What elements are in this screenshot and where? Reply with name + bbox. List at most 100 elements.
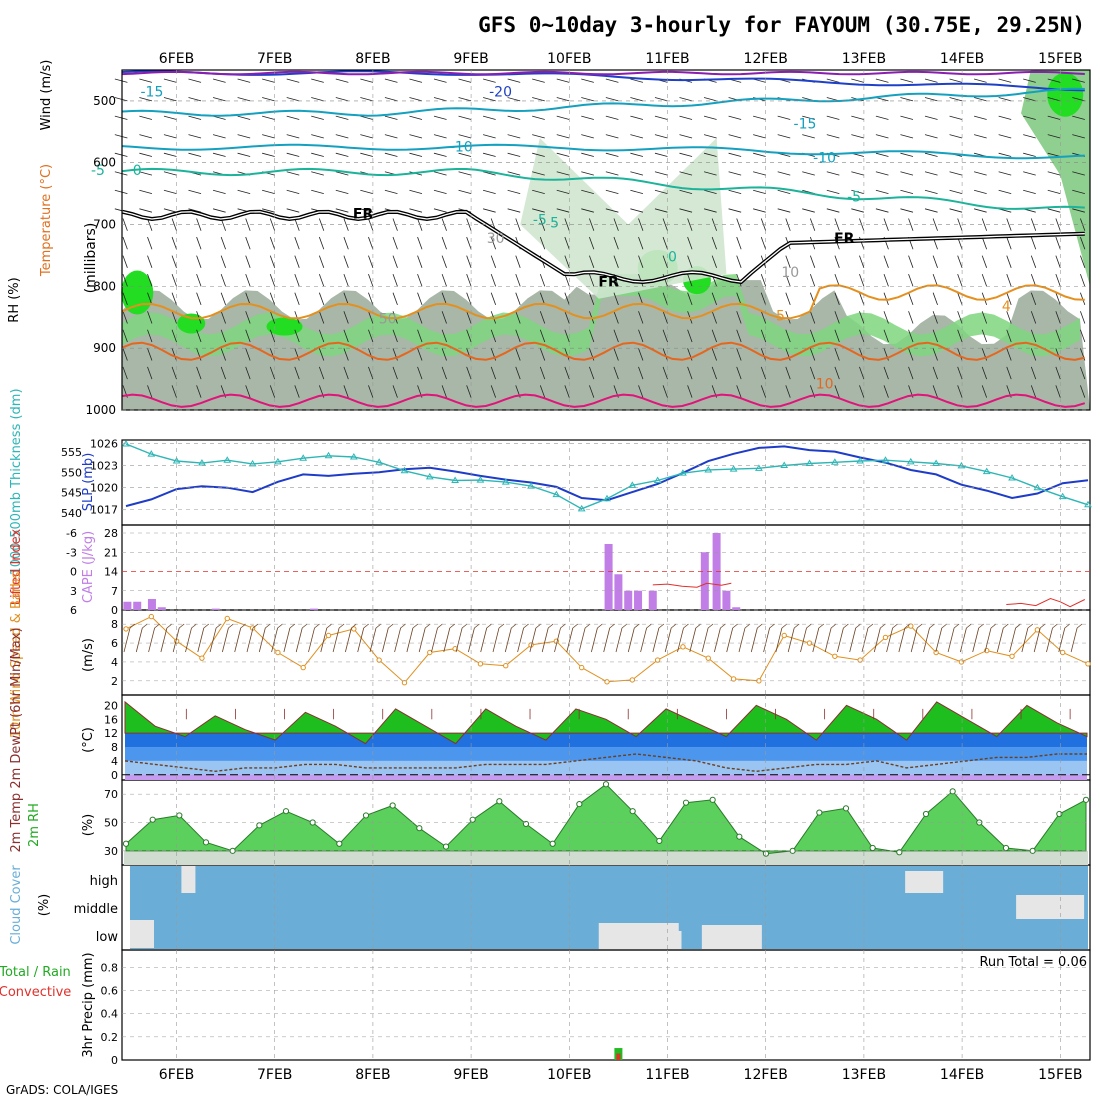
wind-barb (957, 218, 963, 231)
wind-tick: 2 (111, 675, 118, 688)
wind-barb (728, 134, 742, 139)
thickness-point (577, 504, 586, 512)
thickness-point (248, 459, 257, 467)
wind-barb (507, 171, 521, 176)
wind-barb (720, 623, 726, 629)
wind-barb (932, 218, 938, 231)
wind-barb (777, 189, 791, 195)
wind-tick: 4 (111, 656, 118, 669)
wind-barb (431, 627, 438, 653)
thickness-point (527, 482, 535, 489)
wind-barb (658, 623, 665, 629)
wind-barb (775, 627, 783, 653)
wind-barb (237, 189, 251, 195)
wind-barb (695, 623, 702, 629)
wind-barb (196, 218, 202, 231)
wind-barb (875, 152, 889, 157)
temp-tick: 4 (111, 755, 118, 768)
wind-barb (262, 78, 275, 83)
thickness-point (603, 494, 611, 502)
wind-barb (957, 329, 963, 343)
cloud-gap (701, 925, 762, 949)
wind-barb (171, 385, 177, 398)
wind-barb (498, 623, 505, 629)
precip-tick: 0.8 (101, 961, 119, 974)
wind-barb (212, 208, 226, 213)
wind-barb (736, 348, 742, 361)
wind-barb (581, 97, 594, 102)
wind-speed-point (629, 677, 636, 683)
ylabel-wind-units: (m/s) (81, 638, 96, 672)
cape-bar (732, 607, 741, 610)
wind-barb (417, 292, 423, 306)
wind-barb (311, 115, 324, 120)
contour-label: FR (598, 274, 619, 290)
ylabel-temperature: Temperature (°C) (39, 164, 54, 277)
thickness-point (324, 451, 333, 459)
wind-barb (360, 97, 374, 102)
wind-barb (532, 115, 545, 120)
wind-barb (572, 623, 579, 629)
ylabel-rh2m-units: (%) (81, 814, 96, 837)
wind-barb (539, 292, 546, 306)
wind-barb (1055, 255, 1061, 268)
wind-barb (662, 366, 668, 380)
wind-speed-point (199, 655, 205, 661)
date-label-bottom: 14FEB (940, 1067, 984, 1083)
wind-barb (605, 134, 619, 139)
wind-barb (1055, 311, 1061, 324)
wind-barb (294, 366, 300, 380)
wind-barb (910, 627, 918, 653)
wind-barb (368, 236, 374, 250)
wind-barb (122, 311, 128, 324)
wind-barb (613, 255, 619, 268)
date-label-bottom: 12FEB (744, 1067, 788, 1083)
wind-barb (777, 134, 791, 139)
wind-barb (171, 292, 177, 306)
wind-barb (417, 329, 423, 343)
wind-barb (923, 627, 930, 653)
wind-barb (687, 218, 693, 231)
rh-point (202, 839, 210, 846)
wind-barb (932, 255, 938, 268)
wind-barb (613, 236, 619, 250)
wind-barb (539, 218, 546, 231)
wind-barb (613, 292, 619, 306)
wind-barb (532, 134, 545, 139)
temp-band-0 (125, 774, 1087, 780)
wind-barb (1080, 311, 1086, 324)
wind-speed-point (376, 657, 382, 663)
wind-speed-point (857, 657, 863, 663)
axis-labels: RH (%) Temperature (°C) Wind (m/s) (milliba… (0, 60, 99, 1058)
wind-barb (490, 274, 497, 287)
wind-barb (441, 274, 447, 287)
ylabel-temp-units: (°C) (81, 727, 96, 753)
wind-barb (1030, 255, 1037, 268)
rh-tick: 70 (104, 788, 118, 801)
wind-barb (834, 385, 840, 398)
wind-barb (1072, 78, 1085, 83)
wind-barb (147, 292, 153, 306)
wind-barb (539, 236, 546, 250)
wind-barb (433, 115, 447, 120)
wind-barb (417, 255, 423, 268)
wind-barb (394, 627, 401, 653)
wind-barb (581, 115, 594, 120)
wind-speed-point (832, 653, 838, 659)
wind-barb (220, 329, 226, 343)
wind-barb (654, 152, 668, 157)
wind-barb (252, 623, 259, 629)
ylabel-precip-total: Total / Rain (0, 965, 71, 980)
wind-barb (785, 292, 791, 306)
wind-barb (711, 348, 717, 361)
wind-barb (851, 189, 865, 195)
wind-barb (360, 78, 374, 83)
wind-barb (652, 627, 660, 653)
ylabel-wind-speed: 10m Wind Speed & Barbs (9, 572, 24, 739)
wind-barb (753, 189, 766, 195)
cape-bar (634, 590, 643, 610)
wind-barb (1015, 623, 1021, 629)
wind-barb (855, 623, 861, 629)
wind-tick: 6 (111, 637, 118, 650)
wind-barb (1055, 329, 1061, 343)
